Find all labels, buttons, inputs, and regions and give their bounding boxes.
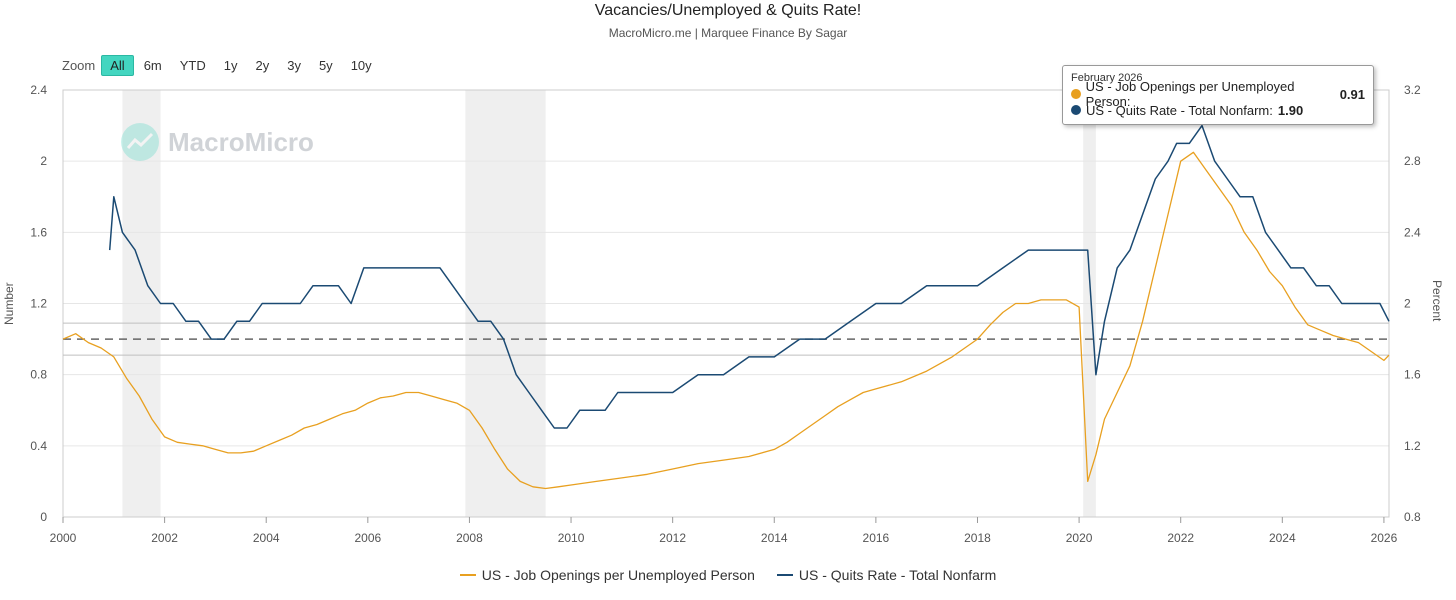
chart-subtitle: MacroMicro.me | Marquee Finance By Sagar: [608, 26, 848, 40]
zoom-bar: Zoom All 6m YTD 1y 2y 3y 5y 10y: [62, 54, 382, 76]
tooltip-value: 0.91: [1339, 86, 1365, 102]
x-tick-label: 2014: [761, 531, 788, 545]
x-tick-label: 2026: [1371, 531, 1398, 545]
tooltip-row: US - Job Openings per Unemployed Person:…: [1071, 79, 1365, 109]
zoom-3y-button[interactable]: 3y: [287, 57, 301, 73]
legend-item-quits-rate[interactable]: US - Quits Rate - Total Nonfarm: [776, 567, 997, 583]
x-tick-label: 2024: [1269, 531, 1296, 545]
legend-label: US - Job Openings per Unemployed Person: [481, 567, 755, 583]
zoom-2y-button[interactable]: 2y: [255, 57, 270, 73]
y-left-tick-label: 2: [40, 154, 47, 168]
legend-item-job-openings[interactable]: US - Job Openings per Unemployed Person: [459, 567, 755, 583]
tooltip-label: US - Quits Rate - Total Nonfarm:: [1086, 102, 1273, 118]
x-tick-label: 2020: [1066, 531, 1093, 545]
x-tick-label: 2022: [1167, 531, 1194, 545]
y-right-tick-label: 2.4: [1404, 225, 1421, 239]
zoom-label: Zoom: [62, 57, 96, 73]
x-tick-label: 2018: [964, 531, 991, 545]
zoom-all-button[interactable]: All: [101, 54, 134, 76]
plot-border: [62, 89, 1390, 518]
y-left-tick-label: 2.4: [30, 83, 47, 97]
x-tick-label: 2006: [354, 531, 381, 545]
y-left-tick-label: 1.2: [30, 297, 47, 311]
zoom-5y-button[interactable]: 5y: [318, 57, 333, 73]
series-dot-icon: [1071, 89, 1081, 99]
line-swatch-icon: [776, 574, 793, 576]
y-right-tick-label: 1.6: [1404, 368, 1421, 382]
legend: US - Job Openings per Unemployed Person …: [0, 567, 1456, 583]
series-dot-icon: [1071, 105, 1081, 115]
x-tick-label: 2000: [50, 531, 77, 545]
quits-rate-line: [108, 124, 1390, 429]
y-left-tick-label: 1.6: [30, 225, 47, 239]
y-right-tick-label: 2: [1404, 297, 1411, 311]
y-left-axis-title: Number: [2, 282, 16, 325]
y-right-tick-label: 3.2: [1404, 83, 1421, 97]
y-left-tick-label: 0: [40, 510, 47, 524]
y-left-tick-label: 0.4: [30, 439, 47, 453]
zoom-10y-button[interactable]: 10y: [350, 57, 372, 73]
zoom-6m-button[interactable]: 6m: [143, 57, 162, 73]
watermark-text: MacroMicro: [168, 126, 314, 157]
x-tick-label: 2002: [151, 531, 178, 545]
legend-label: US - Quits Rate - Total Nonfarm: [798, 567, 997, 583]
job-openings-line: [62, 151, 1390, 490]
y-right-axis-title: Percent: [1430, 280, 1444, 322]
tooltip: February 2026 US - Job Openings per Unem…: [1062, 65, 1374, 125]
tooltip-label: US - Job Openings per Unemployed Person:: [1085, 79, 1295, 109]
y-right-tick-label: 2.8: [1404, 154, 1421, 168]
watermark: MacroMicro: [120, 122, 314, 162]
x-tick-label: 2008: [456, 531, 483, 545]
tooltip-value: 1.90: [1277, 102, 1304, 118]
line-swatch-icon: [459, 574, 476, 576]
macromicro-logo-icon: [121, 123, 159, 161]
chart-title: Vacancies/Unemployed & Quits Rate!: [594, 2, 862, 19]
tooltip-row: US - Quits Rate - Total Nonfarm: 1.90: [1071, 102, 1365, 118]
y-right-tick-label: 1.2: [1404, 439, 1421, 453]
x-tick-label: 2004: [253, 531, 280, 545]
zoom-1y-button[interactable]: 1y: [223, 57, 238, 73]
y-right-tick-label: 0.8: [1404, 510, 1421, 524]
x-tick-label: 2012: [659, 531, 686, 545]
x-tick-label: 2010: [558, 531, 585, 545]
tooltip-date: February 2026: [1071, 72, 1143, 84]
y-left-tick-label: 0.8: [30, 368, 47, 382]
x-tick-label: 2016: [863, 531, 890, 545]
zoom-ytd-button[interactable]: YTD: [179, 57, 206, 73]
